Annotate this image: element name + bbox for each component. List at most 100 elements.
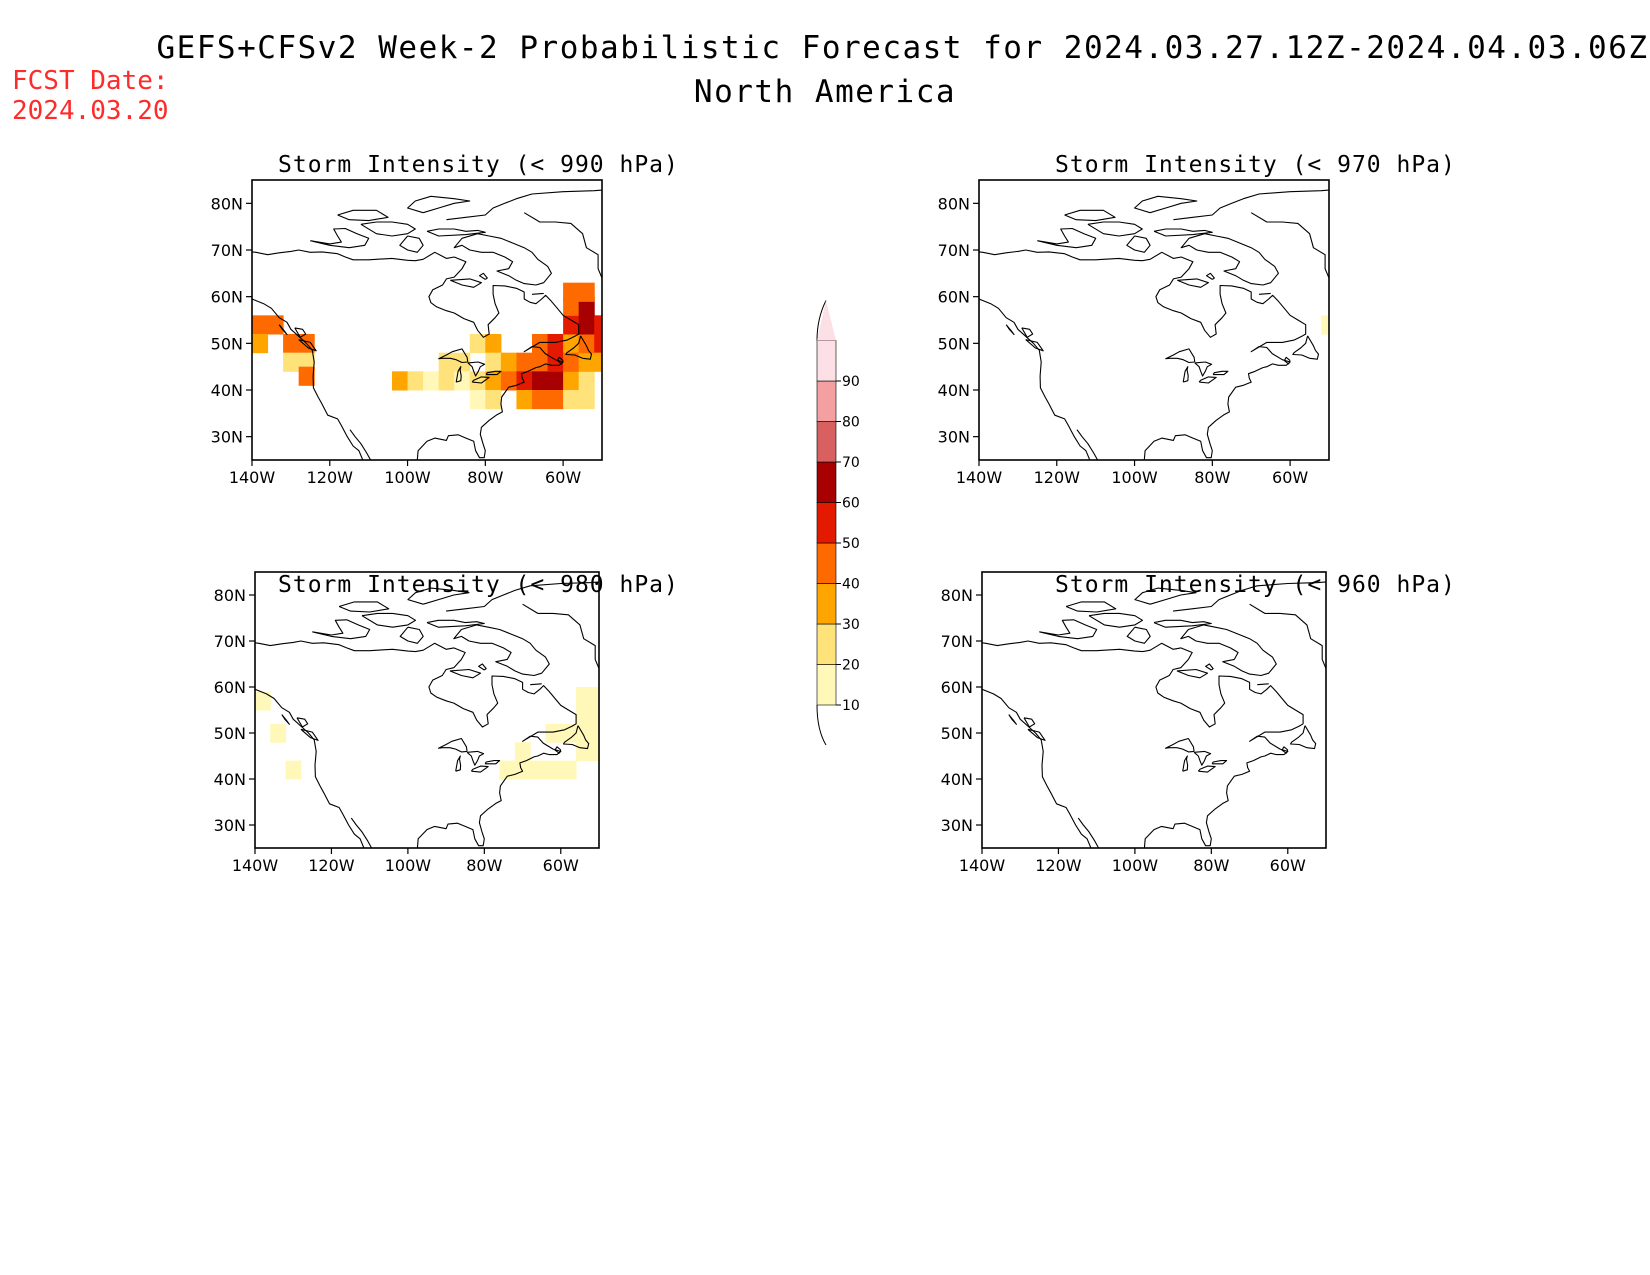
coastline bbox=[1198, 376, 1217, 384]
lon-tick-label: 80W bbox=[1193, 856, 1229, 875]
coastline bbox=[350, 817, 373, 848]
coastline bbox=[310, 227, 370, 249]
coastline bbox=[1194, 361, 1213, 377]
lat-tick-label: 30N bbox=[211, 428, 243, 447]
lon-tick-label: 60W bbox=[545, 468, 581, 487]
lat-tick-label: 40N bbox=[941, 770, 973, 789]
coastline bbox=[554, 746, 562, 754]
coastline bbox=[296, 717, 309, 728]
page-subtitle: North America bbox=[693, 74, 957, 110]
probability-cell bbox=[560, 723, 577, 743]
map-panel-970: 80N 70N 60N 50N 40N 30N 140W 120W 100W 80W 60W bbox=[938, 179, 1330, 487]
probability-cell bbox=[578, 352, 595, 372]
colorbar-segment bbox=[816, 502, 837, 544]
coastline bbox=[1153, 619, 1212, 628]
coastline bbox=[349, 429, 372, 460]
coastline bbox=[453, 624, 550, 677]
coastline bbox=[1076, 429, 1099, 460]
coastline bbox=[1023, 717, 1036, 728]
coastline bbox=[1292, 335, 1320, 360]
map-frame bbox=[251, 179, 603, 461]
coastline bbox=[1249, 603, 1326, 671]
probability-cell bbox=[563, 352, 580, 372]
coastline bbox=[1193, 750, 1212, 766]
colorbar-segment bbox=[816, 542, 837, 584]
coastline bbox=[446, 581, 599, 612]
coastline bbox=[478, 663, 487, 671]
coastline bbox=[523, 212, 602, 280]
probability-cell bbox=[469, 371, 486, 391]
probability-cell bbox=[283, 352, 300, 372]
coastline bbox=[1064, 209, 1116, 222]
probability-cell bbox=[485, 371, 502, 391]
coastline bbox=[1257, 683, 1269, 686]
probability-cell bbox=[563, 390, 580, 410]
coastline bbox=[1134, 587, 1197, 605]
lat-tick-label: 50N bbox=[211, 334, 243, 353]
probability-cell bbox=[514, 742, 531, 762]
coastline bbox=[1153, 228, 1213, 237]
coastline bbox=[252, 249, 580, 460]
coastline bbox=[1173, 189, 1329, 221]
coastline bbox=[437, 737, 468, 753]
coastline bbox=[531, 292, 544, 295]
lon-tick-label: 80W bbox=[1194, 468, 1230, 487]
probability-cell bbox=[500, 352, 517, 372]
panel-title-980: Storm Intensity (< 980 hPa) bbox=[278, 572, 679, 598]
probability-cell bbox=[298, 366, 315, 386]
coastline bbox=[450, 278, 482, 288]
lat-tick-label: 60N bbox=[938, 288, 970, 307]
coastline bbox=[485, 370, 502, 376]
coastline bbox=[982, 640, 1304, 848]
colorbar-segment bbox=[816, 623, 837, 665]
coastline bbox=[562, 725, 590, 750]
lat-tick-label: 70N bbox=[938, 241, 970, 260]
coastline bbox=[1177, 278, 1209, 288]
probability-cell bbox=[547, 352, 564, 372]
probability-cell bbox=[514, 760, 531, 780]
colorbar-label: 50 bbox=[842, 536, 860, 552]
probability-cell bbox=[469, 334, 486, 354]
probability-cell bbox=[252, 315, 269, 335]
coastline bbox=[399, 626, 424, 644]
probability-cell bbox=[532, 352, 549, 372]
probability-cell bbox=[532, 334, 549, 354]
lat-tick-label: 60N bbox=[214, 678, 246, 697]
page-title: GEFS+CFSv2 Week-2 Probabilistic Forecast… bbox=[156, 30, 1649, 66]
coastline bbox=[467, 361, 486, 377]
colorbar-segment bbox=[816, 380, 837, 422]
probability-cell bbox=[578, 371, 595, 391]
lon-tick-label: 80W bbox=[467, 468, 503, 487]
probability-cell bbox=[516, 390, 533, 410]
coastline bbox=[1212, 370, 1229, 376]
probability-cell bbox=[532, 371, 549, 391]
coastline bbox=[255, 640, 577, 848]
colorbar-label: 80 bbox=[842, 415, 860, 431]
coastline bbox=[360, 221, 416, 237]
colorbar-label: 20 bbox=[842, 658, 860, 674]
probability-cell bbox=[576, 687, 592, 706]
coastline bbox=[1025, 339, 1044, 352]
probability-cell bbox=[255, 691, 271, 711]
probability-cell bbox=[578, 315, 595, 335]
lon-tick-label: 140W bbox=[959, 856, 1006, 875]
map-panel-960: 80N 70N 60N 50N 40N 30N 140W 120W 100W 80W 60W bbox=[941, 571, 1327, 875]
coastline bbox=[982, 688, 1092, 848]
probability-cell bbox=[560, 760, 577, 780]
probability-cell bbox=[283, 334, 300, 354]
map-panel-990: 80N 70N 60N 50N 40N 30N 140W 120W 100W 80W 60W bbox=[211, 179, 603, 487]
coastline bbox=[1250, 212, 1329, 280]
coastline bbox=[466, 750, 485, 766]
probability-cell bbox=[563, 371, 580, 391]
probability-cell bbox=[563, 315, 580, 335]
map-panel-980: 80N 70N 60N 50N 40N 30N 140W 120W 100W 80W 60W bbox=[214, 571, 600, 875]
lat-tick-label: 60N bbox=[941, 678, 973, 697]
probability-cell bbox=[547, 371, 564, 391]
colorbar-segment bbox=[816, 583, 837, 625]
map-frame bbox=[981, 571, 1327, 849]
probability-cell bbox=[576, 742, 592, 762]
coastline bbox=[426, 619, 485, 628]
coastline bbox=[1176, 668, 1209, 679]
probability-cell bbox=[270, 723, 287, 743]
probability-cell bbox=[576, 705, 592, 725]
